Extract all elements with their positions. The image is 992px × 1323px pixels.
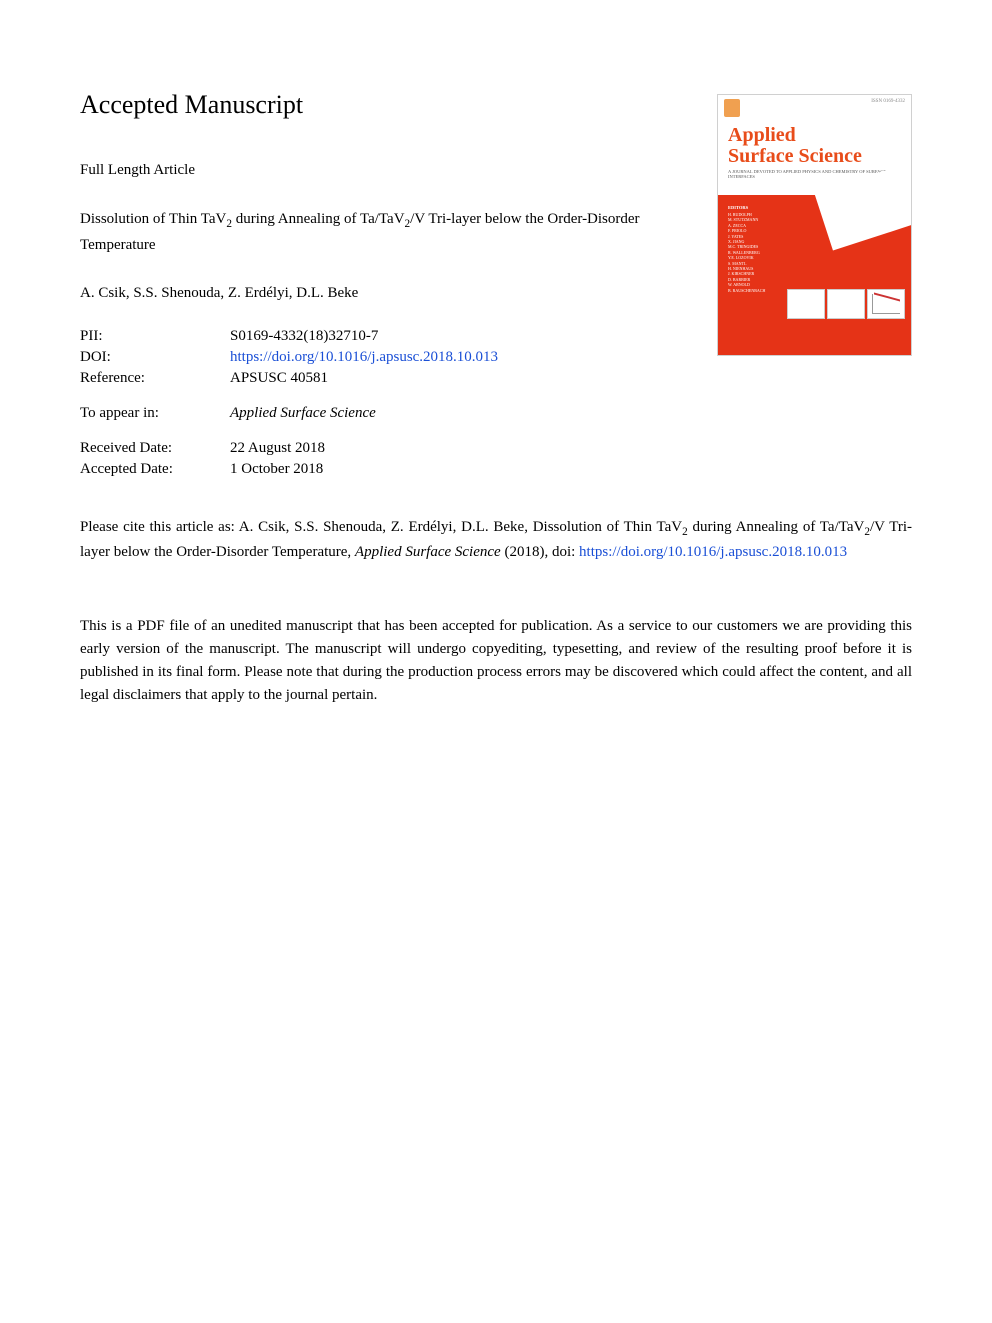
accepted-value: 1 October 2018 xyxy=(230,461,670,478)
appear-label: To appear in: xyxy=(80,405,230,422)
citation-pre: Please cite this article as: A. Csik, S.… xyxy=(80,519,682,535)
title-pre: Dissolution of Thin TaV xyxy=(80,211,226,227)
meta-row-received: Received Date: 22 August 2018 xyxy=(80,440,670,457)
cover-journal-name: Applied Surface Science xyxy=(718,125,911,167)
meta-row-doi: DOI: https://doi.org/10.1016/j.apsusc.20… xyxy=(80,349,670,366)
meta-row-pii: PII: S0169-4332(18)32710-7 xyxy=(80,328,670,345)
meta-row-reference: Reference: APSUSC 40581 xyxy=(80,370,670,387)
received-label: Received Date: xyxy=(80,440,230,457)
cover-thumb-2 xyxy=(827,289,865,319)
reference-value: APSUSC 40581 xyxy=(230,370,670,387)
cover-editor-name: B. RAUSCHENBACH xyxy=(728,288,788,293)
received-value: 22 August 2018 xyxy=(230,440,670,457)
doi-link[interactable]: https://doi.org/10.1016/j.apsusc.2018.10… xyxy=(230,349,670,366)
cover-thumbnails xyxy=(787,289,905,319)
cover-thumb-1 xyxy=(787,289,825,319)
pii-value: S0169-4332(18)32710-7 xyxy=(230,328,670,345)
appear-value: Applied Surface Science xyxy=(230,405,670,422)
citation-text: Please cite this article as: A. Csik, S.… xyxy=(80,516,912,565)
elsevier-logo-icon xyxy=(724,99,740,117)
citation-doi-link[interactable]: https://doi.org/10.1016/j.apsusc.2018.10… xyxy=(579,544,847,560)
pii-label: PII: xyxy=(80,328,230,345)
cover-issn: ISSN 0169-4332 xyxy=(871,99,905,125)
cover-journal-line2: Surface Science xyxy=(728,145,862,167)
meta-row-accepted: Accepted Date: 1 October 2018 xyxy=(80,461,670,478)
reference-label: Reference: xyxy=(80,370,230,387)
cover-editors-head: EDITORS xyxy=(728,205,788,211)
cover-editors-list: EDITORS H. RUDOLPHM. STUTZMANNA. ZECCAF.… xyxy=(728,205,788,293)
paper-title: Dissolution of Thin TaV2 during Annealin… xyxy=(80,207,670,257)
accepted-label: Accepted Date: xyxy=(80,461,230,478)
citation-post2: (2018), doi: xyxy=(501,544,579,560)
citation-mid: during Annealing of Ta/TaV xyxy=(688,519,865,535)
cover-journal-line1: Applied xyxy=(728,124,796,146)
cover-thumb-3 xyxy=(867,289,905,319)
journal-cover: ISSN 0169-4332 Applied Surface Science A… xyxy=(717,94,912,356)
authors: A. Csik, S.S. Shenouda, Z. Erdélyi, D.L.… xyxy=(80,285,670,302)
title-mid: during Annealing of Ta/TaV xyxy=(232,211,405,227)
disclaimer-text: This is a PDF file of an unedited manusc… xyxy=(80,615,912,708)
citation-journal: Applied Surface Science xyxy=(355,544,501,560)
article-type: Full Length Article xyxy=(80,162,670,179)
doi-label: DOI: xyxy=(80,349,230,366)
cover-red-panel: EDITORS H. RUDOLPHM. STUTZMANNA. ZECCAF.… xyxy=(718,195,911,355)
metadata-table: PII: S0169-4332(18)32710-7 DOI: https://… xyxy=(80,328,670,478)
page-heading: Accepted Manuscript xyxy=(80,90,670,120)
meta-row-appear: To appear in: Applied Surface Science xyxy=(80,405,670,422)
